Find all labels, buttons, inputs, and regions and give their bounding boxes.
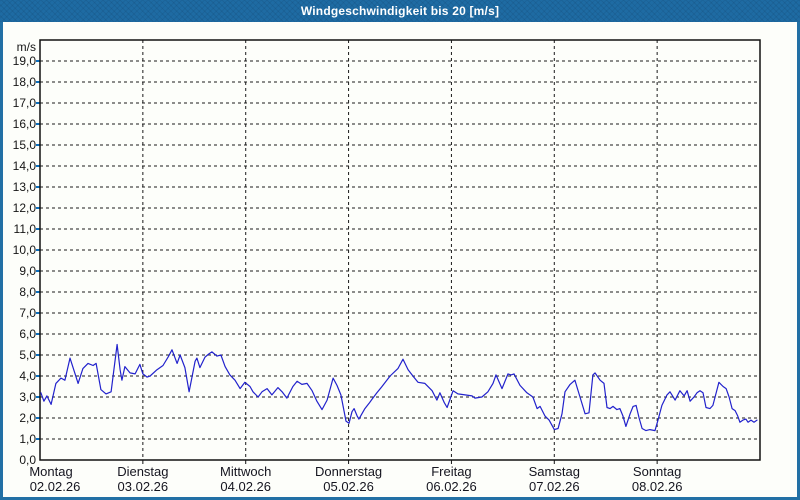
title-bar: Windgeschwindigkeit bis 20 [m/s]	[0, 0, 800, 22]
plot-frame	[39, 39, 761, 461]
chart-title: Windgeschwindigkeit bis 20 [m/s]	[300, 4, 500, 18]
wind-speed-line	[40, 343, 758, 432]
